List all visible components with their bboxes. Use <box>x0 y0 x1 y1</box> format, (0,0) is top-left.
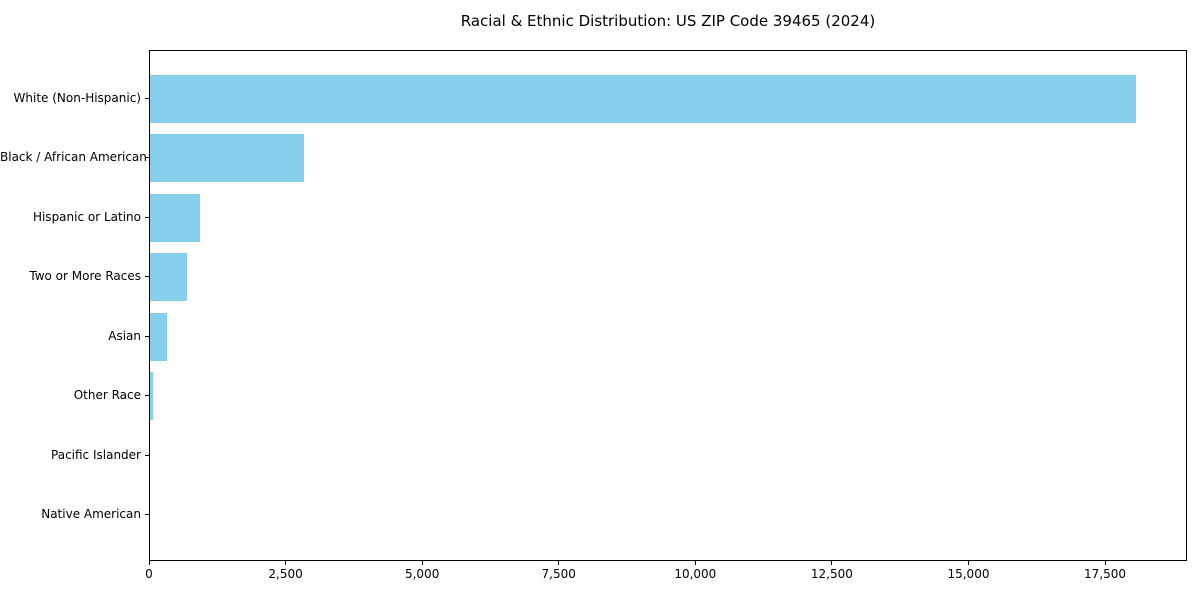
chart-title: Racial & Ethnic Distribution: US ZIP Cod… <box>460 12 876 30</box>
x-tick-label-17500: 17,500 <box>1084 567 1127 581</box>
y-tick-mark <box>145 335 149 337</box>
x-tick-label-12500: 12,500 <box>810 567 853 581</box>
y-tick-label-pacific-islander: Pacific Islander <box>51 447 141 462</box>
y-tick-label-asian: Asian <box>108 328 141 343</box>
x-tick-label-15000: 15,000 <box>947 567 990 581</box>
x-tick-mark <box>558 561 560 565</box>
x-tick-label-2500: 2,500 <box>268 567 303 581</box>
y-tick-label-black-african-american: Black / African American <box>0 150 147 165</box>
x-tick-mark <box>831 561 833 565</box>
x-tick-label-10000: 10,000 <box>674 567 717 581</box>
y-tick-label-hispanic-or-latino: Hispanic or Latino <box>32 209 141 224</box>
y-tick-mark <box>145 98 149 99</box>
y-tick-mark <box>145 454 149 456</box>
x-tick-mark <box>285 561 287 565</box>
y-tick-label-other-race: Other Race <box>73 388 141 403</box>
bar-two-or-more-races <box>150 253 187 302</box>
x-tick-mark <box>967 561 969 565</box>
x-tick-label-5000: 5,000 <box>404 567 440 581</box>
bar-white-non-hispanic <box>150 75 1136 123</box>
bar-other-race <box>150 372 154 421</box>
x-tick-mark <box>148 561 150 565</box>
y-tick-mark <box>145 514 149 515</box>
bar-black-african-american <box>150 134 305 183</box>
x-tick-label-7500: 7,500 <box>541 567 576 581</box>
y-tick-mark <box>145 395 149 397</box>
y-tick-mark <box>145 157 149 159</box>
x-tick-label-0: 0 <box>145 567 153 581</box>
x-tick-mark <box>694 561 696 565</box>
bar-asian <box>150 312 167 361</box>
plot-area <box>149 50 1187 561</box>
y-tick-label-two-or-more-races: Two or More Races <box>29 269 141 284</box>
x-tick-mark <box>421 561 423 565</box>
y-tick-mark <box>145 276 149 278</box>
y-tick-label-native-american: Native American <box>41 507 141 521</box>
x-tick-mark <box>1104 561 1106 565</box>
bar-hispanic-or-latino <box>150 193 201 242</box>
y-tick-label-white-non-hispanic: White (Non-Hispanic) <box>13 91 141 105</box>
y-tick-mark <box>145 216 149 218</box>
